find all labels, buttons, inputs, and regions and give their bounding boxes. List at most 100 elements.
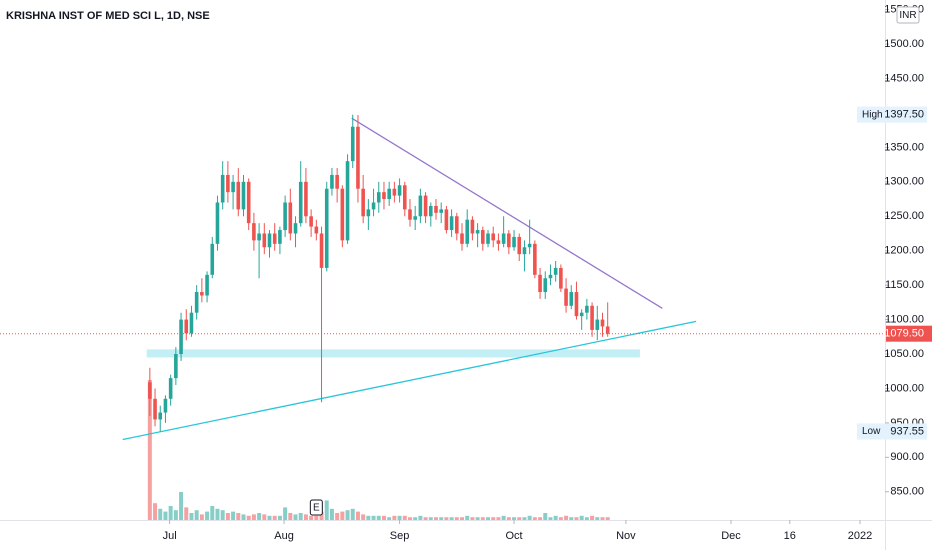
candle-body xyxy=(402,185,407,210)
trendline xyxy=(351,117,663,309)
volume-bar xyxy=(309,515,314,520)
volume-bar xyxy=(366,515,371,520)
candle-body xyxy=(220,174,225,203)
candle-body xyxy=(278,230,282,244)
volume-bar xyxy=(423,517,428,520)
trendline xyxy=(122,320,697,441)
volume-bar xyxy=(501,515,506,520)
volume-bar xyxy=(506,517,511,520)
volume-bar xyxy=(512,517,517,520)
candle-body xyxy=(449,216,454,231)
candle-body xyxy=(174,354,178,379)
volume-bar xyxy=(251,514,256,520)
volume-bar xyxy=(215,508,220,520)
volume-bar xyxy=(413,517,418,520)
candle-body xyxy=(371,202,376,210)
y-tick-label: 1250.00 xyxy=(884,210,924,222)
volume-bar xyxy=(475,517,480,520)
volume-bar xyxy=(283,507,288,520)
candle-body xyxy=(324,188,329,268)
currency-box xyxy=(896,6,920,24)
volume-bar xyxy=(558,517,563,520)
volume-bar xyxy=(392,515,397,520)
candle-body xyxy=(257,233,261,241)
candle-body xyxy=(585,305,589,313)
candle-body xyxy=(376,192,381,203)
candle-body xyxy=(460,233,464,244)
x-tick-label: Dec xyxy=(721,530,741,542)
price-label-name: High xyxy=(862,109,883,120)
currency-label: INR xyxy=(899,10,916,21)
volume-bar xyxy=(600,517,605,520)
candle-body xyxy=(189,312,194,334)
y-tick-label: 1500.00 xyxy=(884,38,924,50)
volume-bar xyxy=(272,515,277,520)
volume-bar xyxy=(158,508,163,520)
candle-body xyxy=(434,205,438,213)
y-tick-label: 1150.00 xyxy=(885,279,924,291)
volume-bar xyxy=(361,514,366,520)
volume-bar xyxy=(257,513,262,520)
volume-bar xyxy=(236,513,241,520)
candle-body xyxy=(470,219,475,234)
volume-bar xyxy=(527,515,532,520)
volume-bar xyxy=(449,517,454,520)
candle-body xyxy=(397,185,402,196)
candle-body xyxy=(335,174,339,189)
volume-bar xyxy=(246,515,251,520)
candle-body xyxy=(148,382,152,399)
volume-bar xyxy=(293,514,298,520)
candle-body xyxy=(262,233,267,248)
candle-body xyxy=(163,398,168,413)
volume-bar xyxy=(153,503,158,520)
candle-body xyxy=(345,161,350,241)
volume-bar xyxy=(402,515,407,520)
candle-body xyxy=(194,292,199,313)
candle-body xyxy=(527,243,532,248)
candle-body xyxy=(600,319,605,327)
candle-body xyxy=(309,216,313,227)
volume-bar xyxy=(548,517,553,520)
candle-body xyxy=(559,267,563,289)
event-label: E xyxy=(313,503,320,514)
volume-bar xyxy=(335,513,340,520)
volume-bar xyxy=(590,515,595,520)
volume-bar xyxy=(303,514,308,520)
x-tick-label: Aug xyxy=(274,530,294,542)
candle-body xyxy=(226,174,230,193)
volume-bar xyxy=(231,511,236,520)
volume-bar xyxy=(439,517,444,520)
candle-body xyxy=(507,233,511,248)
volume-bar xyxy=(319,511,324,520)
last-price-tag xyxy=(886,325,932,342)
candle-body xyxy=(153,398,157,420)
axes: 1550.001500.001450.001400.001350.001300.… xyxy=(163,4,932,542)
candle-body xyxy=(465,219,470,244)
candle-body xyxy=(569,292,574,306)
volume-bar xyxy=(470,517,475,520)
candle-body xyxy=(595,319,600,330)
volume-bar xyxy=(210,506,215,520)
plot-area: E xyxy=(0,114,885,520)
volume-bar xyxy=(387,517,392,520)
candle-body xyxy=(423,195,428,217)
volume-bar xyxy=(595,517,600,520)
x-tick-label: 2022 xyxy=(848,530,872,542)
candle-body xyxy=(564,288,568,306)
x-tick-label: Jul xyxy=(163,530,177,542)
volume-bar xyxy=(225,513,230,520)
volume-bar xyxy=(491,517,496,520)
candle-body xyxy=(215,202,220,244)
volume-bar xyxy=(418,515,423,520)
candle-body xyxy=(314,226,319,234)
price-label-name: Low xyxy=(862,426,881,437)
volume-bar xyxy=(574,517,579,520)
candle-body xyxy=(179,319,183,355)
candle-body xyxy=(168,378,173,399)
y-tick-label: 1450.00 xyxy=(884,72,924,84)
volume-bar xyxy=(267,515,272,520)
candle-body xyxy=(304,181,308,217)
y-tick-label: 900.00 xyxy=(890,451,924,463)
volume-bar xyxy=(454,517,459,520)
